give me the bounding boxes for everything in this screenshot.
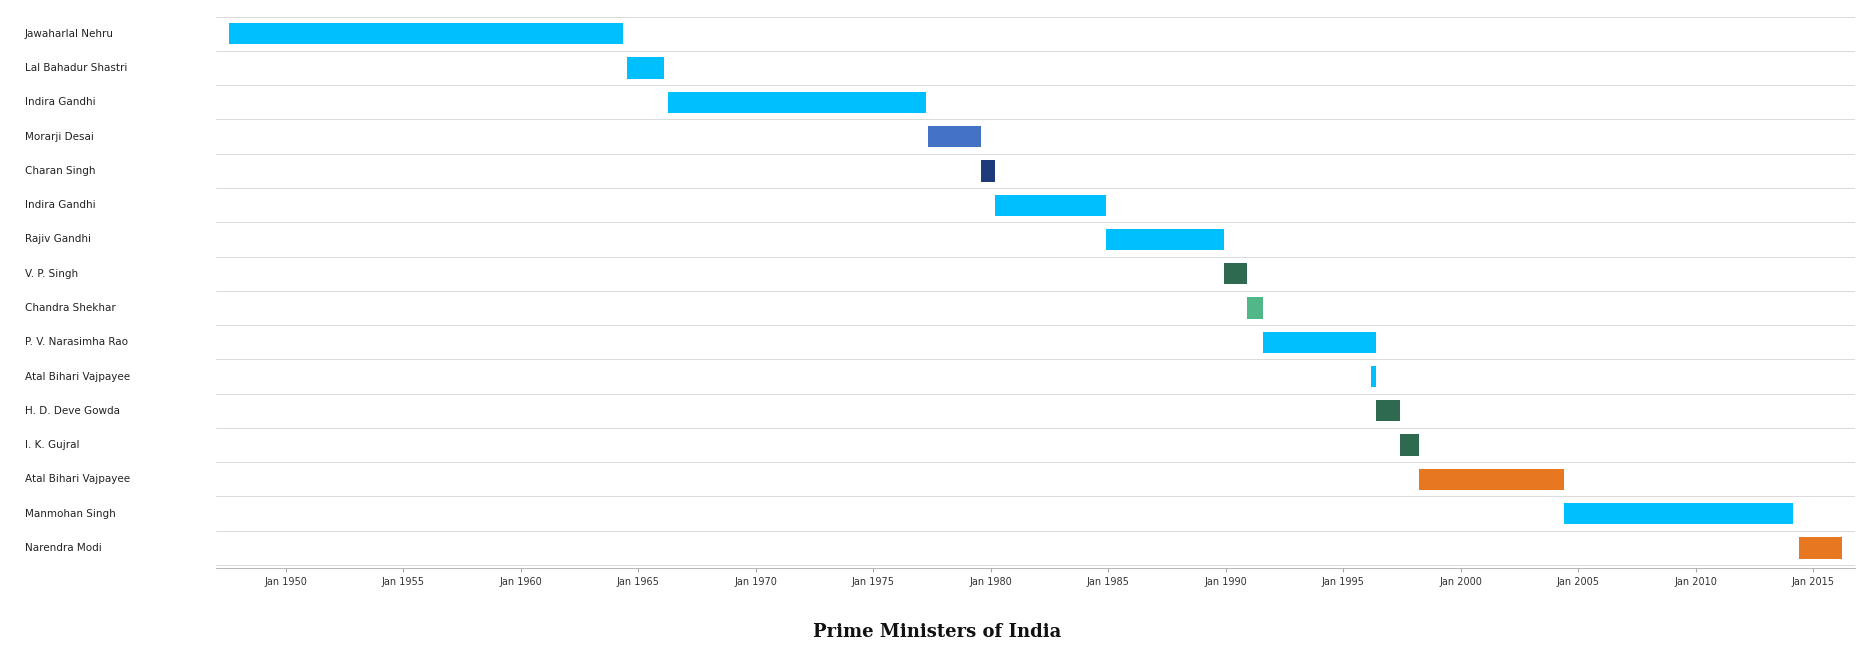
Bar [1798, 537, 1841, 559]
Text: V. P. Singh: V. P. Singh [24, 269, 79, 279]
Bar [1564, 503, 1792, 524]
Bar [1399, 434, 1418, 455]
Text: Charan Singh: Charan Singh [24, 166, 96, 176]
Bar [980, 160, 995, 182]
Text: Chandra Shekhar: Chandra Shekhar [24, 303, 116, 313]
Text: Narendra Modi: Narendra Modi [24, 543, 101, 553]
Bar [1369, 366, 1375, 387]
Bar [626, 58, 663, 79]
Bar [1262, 332, 1375, 353]
Text: Lal Bahadur Shastri: Lal Bahadur Shastri [24, 63, 127, 73]
Bar [1418, 469, 1564, 490]
Bar [667, 92, 925, 113]
Text: Atal Bihari Vajpayee: Atal Bihari Vajpayee [24, 475, 129, 485]
Bar [1223, 263, 1247, 284]
Text: P. V. Narasimha Rao: P. V. Narasimha Rao [24, 337, 127, 347]
Bar [1375, 400, 1399, 422]
Text: Jawaharlal Nehru: Jawaharlal Nehru [24, 29, 114, 39]
Text: Indira Gandhi: Indira Gandhi [24, 200, 96, 210]
Text: Prime Ministers of India: Prime Ministers of India [813, 623, 1060, 641]
Bar [229, 23, 622, 44]
Text: Morarji Desai: Morarji Desai [24, 132, 94, 141]
Text: H. D. Deve Gowda: H. D. Deve Gowda [24, 406, 120, 416]
Text: Atal Bihari Vajpayee: Atal Bihari Vajpayee [24, 371, 129, 381]
Text: I. K. Gujral: I. K. Gujral [24, 440, 79, 450]
Bar [1247, 297, 1262, 319]
Bar [995, 194, 1105, 215]
Text: Indira Gandhi: Indira Gandhi [24, 97, 96, 107]
Bar [927, 126, 980, 147]
Text: Manmohan Singh: Manmohan Singh [24, 508, 116, 519]
Text: Rajiv Gandhi: Rajiv Gandhi [24, 235, 92, 245]
Bar [1105, 229, 1223, 250]
